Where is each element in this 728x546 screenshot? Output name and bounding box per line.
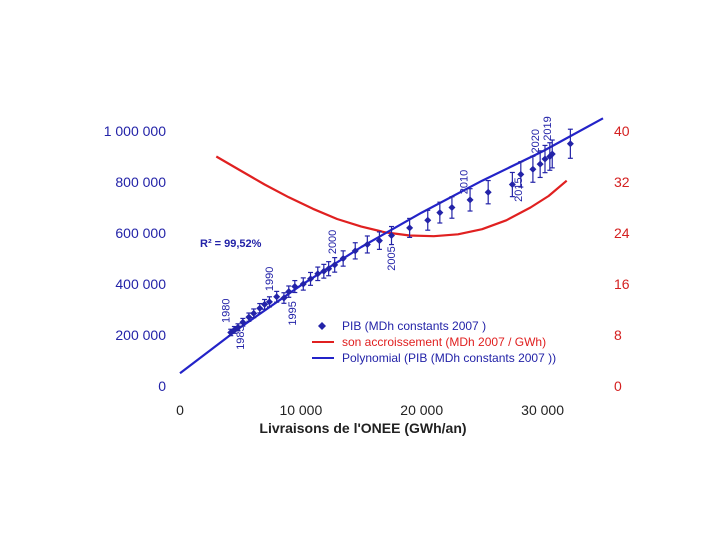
pib-point (320, 263, 328, 279)
pib-point (566, 128, 574, 159)
right-axis-ticks: 0 8 16 24 32 40 (614, 123, 630, 394)
pib-point (245, 312, 253, 322)
x-axis-label: Livraisons de l'ONEE (GWh/an) (259, 420, 466, 436)
pib-point (314, 266, 322, 282)
accroissement-line (215, 155, 568, 238)
pib-point (351, 242, 359, 260)
x-tick-label: 30 000 (521, 402, 564, 418)
pib-point (299, 277, 307, 291)
pib-point (548, 139, 556, 169)
right-tick-label: 8 (614, 327, 622, 343)
pib-point (388, 225, 395, 246)
year-label: 1995 (287, 301, 299, 325)
pib-point (265, 296, 273, 308)
pib-point (307, 271, 315, 286)
pib-point (280, 292, 288, 304)
pib-point (508, 171, 516, 198)
pib-point (406, 217, 414, 238)
legend-background (306, 314, 596, 369)
legend-pib-label: PIB (MDh constants 2007 ) (342, 319, 486, 333)
pib-point (424, 209, 432, 231)
year-label: 1985 (235, 325, 247, 349)
pib-point (466, 188, 474, 212)
legend-pib-marker (318, 322, 326, 330)
year-label: 2000 (327, 230, 339, 254)
pib-point (363, 235, 371, 254)
pib-point (517, 161, 525, 188)
pib-point (256, 302, 264, 314)
year-label: 1980 (221, 299, 233, 323)
legend-polynomial-label: Polynomial (PIB (MDh constants 2007 )) (342, 351, 556, 365)
year-label: 2020 (530, 129, 542, 153)
left-tick-label: 0 (158, 378, 166, 394)
pib-point (541, 144, 549, 174)
pib-point (239, 317, 247, 327)
right-tick-label: 16 (614, 276, 630, 292)
r2-label: R² = 99,52% (200, 238, 262, 250)
left-tick-label: 1 000 000 (104, 123, 166, 139)
pib-point (261, 298, 269, 310)
x-axis-ticks: 0 10 000 20 000 30 000 (176, 402, 564, 418)
x-tick-label: 10 000 (279, 402, 322, 418)
pib-point (536, 150, 544, 179)
pib-point (234, 323, 242, 332)
x-tick-label: 0 (176, 402, 184, 418)
pib-point (273, 290, 281, 303)
pib-point (331, 257, 339, 273)
right-tick-label: 24 (614, 225, 630, 241)
year-label: 2005 (386, 246, 398, 270)
pib-point (448, 196, 456, 219)
pib-point (375, 231, 383, 250)
year-label: 2019 (542, 116, 554, 140)
left-tick-label: 800 000 (115, 174, 166, 190)
left-axis-ticks: 0 200 000 400 000 600 000 800 000 1 000 000 (104, 123, 167, 394)
x-tick-label: 20 000 (400, 402, 443, 418)
pib-point (529, 155, 537, 183)
legend-accroissement-label: son accroissement (MDh 2007 / GWh) (342, 335, 546, 349)
pib-point (325, 261, 333, 277)
legend: PIB (MDh constants 2007 ) son accroissem… (306, 314, 596, 369)
year-label: 2010 (459, 170, 471, 194)
pib-point (291, 279, 299, 294)
pib-point (436, 201, 444, 224)
left-tick-label: 200 000 (115, 327, 166, 343)
year-label: 1990 (264, 267, 276, 291)
right-tick-label: 32 (614, 174, 630, 190)
left-tick-label: 400 000 (115, 276, 166, 292)
left-tick-label: 600 000 (115, 225, 166, 241)
pib-point (484, 179, 492, 205)
pib-point (285, 285, 293, 298)
right-tick-label: 40 (614, 123, 630, 139)
pib-points (227, 128, 574, 337)
right-tick-label: 0 (614, 378, 622, 394)
pib-point (339, 250, 347, 267)
year-label: 2015 (513, 177, 525, 201)
pib-point (250, 308, 258, 319)
